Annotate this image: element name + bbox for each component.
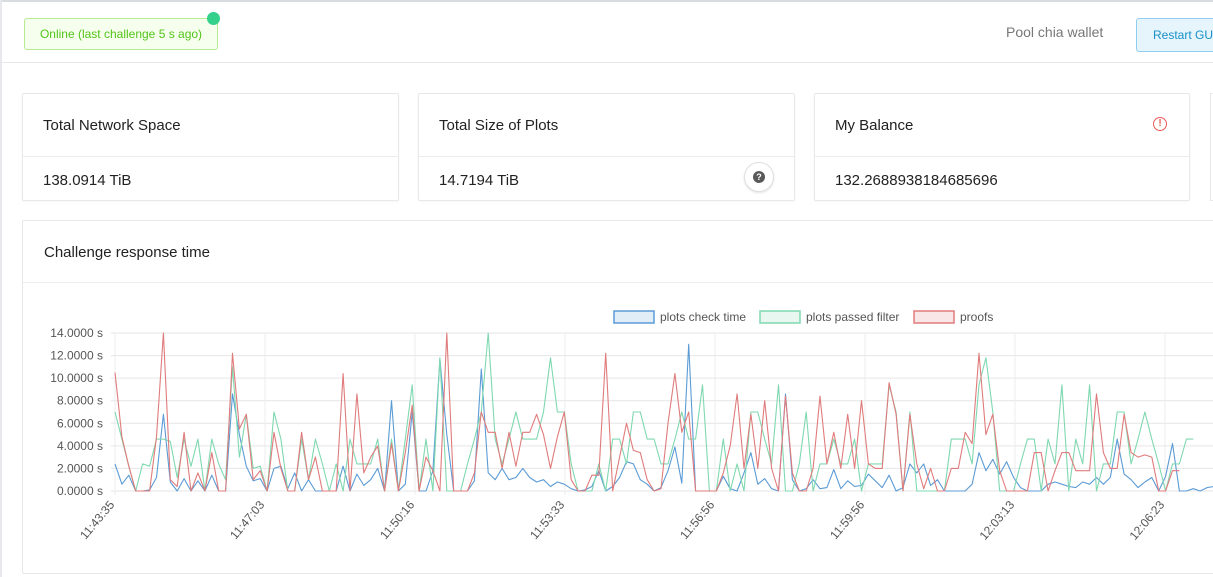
- y-tick-label: 14.0000 s: [50, 326, 103, 340]
- challenge-response-card: Challenge response time 0.0000 s 2.0000 s…: [22, 220, 1213, 574]
- series-line-1: [114, 343, 1213, 492]
- chart-divider: [23, 282, 1213, 283]
- card-title: Total Size of Plots: [439, 117, 559, 134]
- y-tick-label: 10.0000 s: [50, 371, 103, 385]
- restart-gui-button[interactable]: Restart GUI: [1136, 18, 1213, 52]
- x-tick-label: 11:56:56: [677, 498, 717, 542]
- y-tick-label: 0.0000 s: [57, 484, 103, 498]
- challenge-response-chart: 0.0000 s 2.0000 s 4.0000 s 6.0000 s 8.0000 s…: [50, 310, 1213, 543]
- help-icon[interactable]: ?: [744, 162, 774, 192]
- x-tick-label: 12:03:13: [977, 498, 1018, 543]
- legend-label: proofs: [960, 310, 993, 324]
- y-tick-label: 4.0000 s: [57, 439, 103, 453]
- card-divider: [419, 156, 794, 157]
- pool-chia-wallet-link[interactable]: Pool chia wallet: [1006, 24, 1104, 40]
- status-badge: Online (last challenge 5 s ago): [24, 18, 218, 50]
- header-bar: Online (last challenge 5 s ago) Pool chi…: [2, 2, 1213, 63]
- x-tick-label: 11:59:56: [827, 498, 867, 542]
- card-divider: [815, 156, 1189, 157]
- chart-title: Challenge response time: [44, 244, 210, 261]
- x-tick-label: 11:53:33: [527, 498, 567, 542]
- legend-label: plots check time: [660, 310, 746, 324]
- card-total-size-of-plots: Total Size of Plots 14.7194 TiB ?: [418, 93, 795, 201]
- legend-swatch: [913, 310, 955, 324]
- x-tick-label: 12:06:23: [1127, 498, 1168, 543]
- y-tick-label: 2.0000 s: [57, 461, 103, 475]
- card-value: 138.0914 TiB: [43, 172, 132, 189]
- card-title: Total Network Space: [43, 117, 181, 134]
- restart-gui-clip: Restart GUI: [1136, 18, 1213, 52]
- y-tick-label: 6.0000 s: [57, 416, 103, 430]
- left-border: [0, 0, 2, 577]
- x-tick-label: 11:43:35: [77, 498, 117, 542]
- x-tick-label: 11:50:16: [377, 498, 417, 542]
- y-tick-label: 8.0000 s: [57, 394, 103, 408]
- legend-swatch: [613, 310, 655, 324]
- card-total-network-space: Total Network Space 138.0914 TiB: [22, 93, 399, 201]
- card-partial-offscreen: [1210, 93, 1213, 201]
- warning-icon[interactable]: !: [1153, 117, 1167, 131]
- y-tick-label: 12.0000 s: [50, 349, 103, 363]
- top-border: [0, 0, 1213, 2]
- card-value: 14.7194 TiB: [439, 172, 520, 189]
- legend-swatch: [759, 310, 801, 324]
- online-status-dot: [207, 12, 220, 25]
- card-title: My Balance: [835, 117, 914, 134]
- legend-label: plots passed filter: [806, 310, 899, 324]
- series-line-3: [114, 332, 1180, 492]
- x-tick-label: 11:47:03: [227, 498, 267, 542]
- card-value: 132.2688938184685696: [835, 172, 998, 189]
- card-divider: [23, 156, 398, 157]
- card-my-balance: My Balance ! 132.2688938184685696: [814, 93, 1190, 201]
